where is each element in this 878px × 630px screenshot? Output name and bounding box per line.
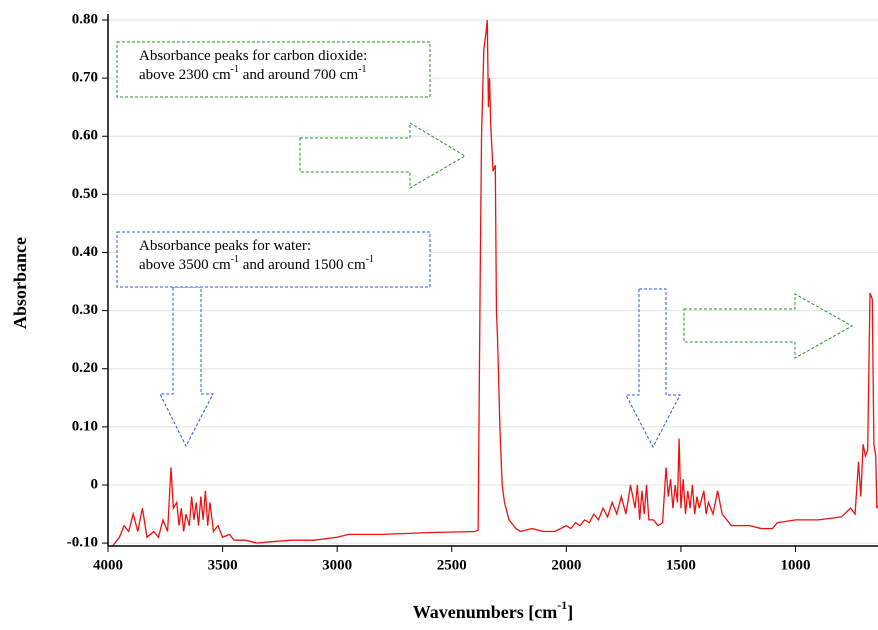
- arrow: [159, 286, 214, 448]
- x-axis-label: Wavenumbers [cm-1]: [413, 598, 573, 622]
- annotation-box: [116, 41, 431, 98]
- y-axis-label: Absorbance: [10, 237, 30, 329]
- x-tick-label: 1000: [781, 557, 811, 573]
- x-tick-label: 3000: [322, 557, 352, 573]
- arrow: [683, 293, 854, 359]
- annotation-sup: -1: [366, 254, 374, 265]
- arrow: [625, 288, 681, 449]
- annotation-box: [116, 231, 431, 288]
- annotation-sup: -1: [231, 64, 239, 75]
- y-tick-label: 0.40: [72, 244, 98, 260]
- x-tick-label: 4000: [93, 557, 123, 573]
- x-axis-label-text: ]: [567, 602, 573, 622]
- y-tick-label: 0: [91, 476, 99, 492]
- annotation-text: Absorbance peaks for carbon dioxide:: [139, 48, 367, 64]
- annotation-sup: -1: [358, 64, 366, 75]
- annotation-segment: above 3500 cm: [139, 257, 231, 273]
- y-tick-label: 0.70: [72, 70, 98, 86]
- spectrum-line: [111, 19, 878, 546]
- x-tick-label: 1500: [666, 557, 696, 573]
- y-tick-label: 0.30: [72, 302, 98, 318]
- x-tick-label: 2000: [551, 557, 581, 573]
- x-axis-label-sup: -1: [557, 598, 567, 612]
- annotation-segment: and around 700 cm: [239, 67, 358, 83]
- y-tick-label: 0.60: [72, 128, 98, 144]
- arrow: [299, 122, 466, 189]
- annotation-sup: -1: [231, 254, 239, 265]
- y-tick-label: 0.80: [72, 11, 98, 27]
- y-tick-label: 0.20: [72, 360, 98, 376]
- x-tick-label: 3500: [208, 557, 238, 573]
- annotation-segment: and around 1500 cm: [239, 257, 366, 273]
- annotation-text: above 2300 cm-1 and around 700 cm-1: [139, 64, 366, 83]
- y-tick-label: 0.50: [72, 186, 98, 202]
- y-tick-label: -0.10: [67, 535, 98, 551]
- annotation-text: above 3500 cm-1 and around 1500 cm-1: [139, 254, 374, 273]
- annotation-segment: above 2300 cm: [139, 67, 231, 83]
- annotation-segment: Absorbance peaks for water:: [139, 238, 311, 254]
- x-tick-label: 2500: [437, 557, 467, 573]
- annotation-text: Absorbance peaks for water:: [139, 238, 311, 254]
- x-axis-label-text: Wavenumbers [cm: [413, 602, 557, 622]
- y-tick-label: 0.10: [72, 418, 98, 434]
- annotation-segment: Absorbance peaks for carbon dioxide:: [139, 48, 367, 64]
